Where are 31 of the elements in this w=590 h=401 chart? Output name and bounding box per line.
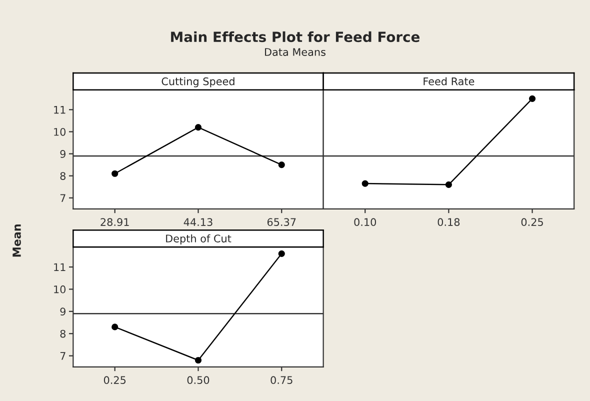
y-tick-label: 7	[60, 352, 66, 360]
y-tick-label: 8	[60, 172, 66, 180]
y-tick-label: 11	[54, 106, 66, 114]
x-tick-label: 44.13	[184, 218, 212, 226]
x-tick-label: 65.37	[267, 218, 296, 226]
chart-title: Feed Rate	[424, 77, 474, 86]
point	[278, 162, 285, 168]
text: Main Effects Plot for Feed Force	[171, 31, 420, 42]
y-axis-title: Mean	[12, 224, 21, 257]
y-tick-label: 9	[60, 150, 66, 158]
y-tick-label: 8	[60, 330, 66, 338]
x-tick-label: 0.18	[438, 218, 460, 226]
point	[194, 356, 202, 364]
point	[112, 324, 118, 330]
x-tick-label: 0.25	[104, 376, 126, 384]
y-tick-label: 11	[54, 263, 66, 271]
y-tick-label: 10	[54, 285, 66, 294]
y-tick-label: 9	[60, 308, 66, 316]
x-tick-label: 0.25	[521, 218, 543, 226]
y-tick-label: 7	[60, 194, 66, 202]
text: Data Means	[265, 48, 326, 56]
point	[278, 250, 285, 257]
x-tick-label: 0.50	[187, 376, 210, 384]
x-tick-label: 0.10	[354, 218, 376, 226]
x-tick-label: 0.75	[270, 376, 292, 384]
y-tick-label: 10	[54, 128, 66, 136]
x-tick-label: 28.91	[100, 218, 129, 226]
point	[112, 170, 118, 177]
chart-title: Cutting Speed	[162, 77, 234, 88]
point	[194, 124, 202, 131]
chart-title: Depth of Cut	[166, 234, 232, 244]
